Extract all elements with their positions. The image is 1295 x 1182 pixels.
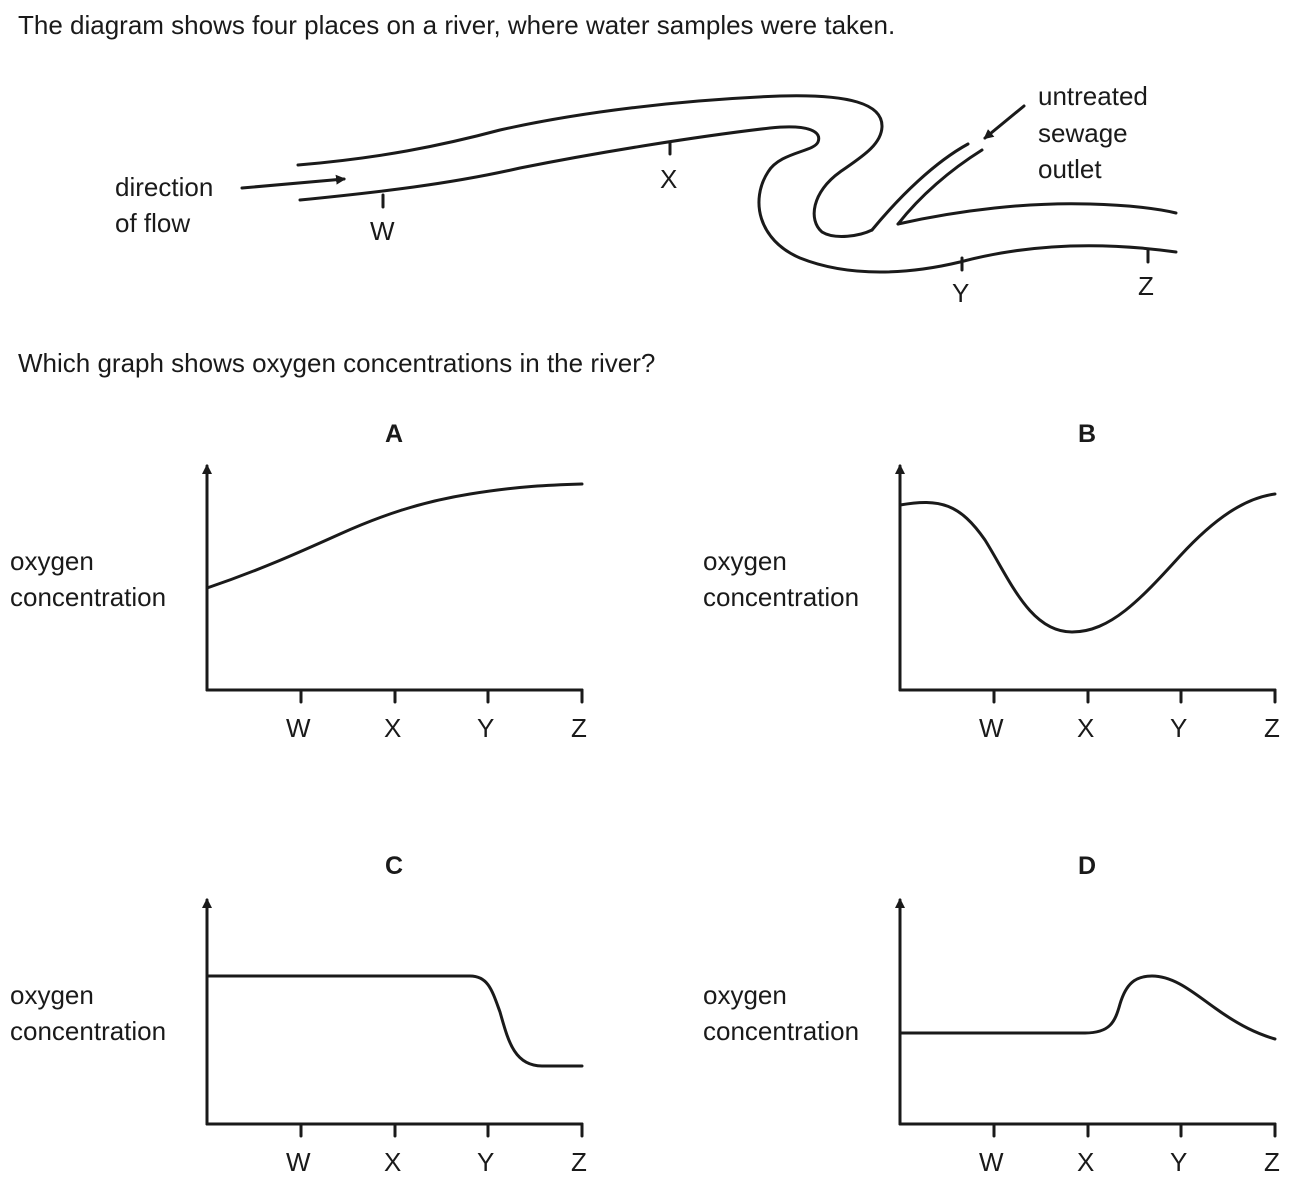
- graph-d-tick-label-y: Y: [1170, 1147, 1187, 1177]
- graph-a-curve: [205, 482, 584, 590]
- sewage-outlet-pipe: [870, 142, 970, 232]
- river-lower-bank: [298, 125, 1178, 274]
- graph-c-ylabel-line2: concentration: [10, 1016, 166, 1046]
- graph-a-ylabel-line1: oxygen: [10, 546, 94, 576]
- river-diagram: direction of flow untreated sewage outle…: [115, 81, 1178, 308]
- outlet-label-line3: outlet: [1038, 154, 1102, 184]
- graph-d: D oxygen concentration W X Y Z: [703, 852, 1280, 1177]
- flow-label-line2: of flow: [115, 208, 190, 238]
- graph-a-tick-label-x: X: [384, 713, 401, 743]
- graph-b: B oxygen concentration W X Y Z: [703, 420, 1280, 743]
- site-w-label: W: [370, 216, 395, 246]
- graph-a-tick-label-z: Z: [571, 713, 587, 743]
- graph-d-tick-label-x: X: [1077, 1147, 1094, 1177]
- site-y-label: Y: [952, 278, 969, 308]
- graph-c-curve: [205, 974, 584, 1068]
- flow-label-line1: direction: [115, 172, 213, 202]
- graph-b-ylabel-line1: oxygen: [703, 546, 787, 576]
- graph-a-tick-label-y: Y: [477, 713, 494, 743]
- graph-d-ylabel-line2: concentration: [703, 1016, 859, 1046]
- graph-d-tick-label-w: W: [979, 1147, 1004, 1177]
- graph-b-tick-label-x: X: [1077, 713, 1094, 743]
- graph-c-tick-label-w: W: [286, 1147, 311, 1177]
- outlet-label-line2: sewage: [1038, 118, 1128, 148]
- graph-c-tick-label-z: Z: [571, 1147, 587, 1177]
- graph-a-tick-label-w: W: [286, 713, 311, 743]
- graph-b-tick-label-w: W: [979, 713, 1004, 743]
- outlet-arrow: [983, 104, 1026, 140]
- graph-d-curve: [898, 974, 1277, 1041]
- graph-c-option-label: C: [385, 852, 403, 880]
- graph-c: C oxygen concentration W X Y Z: [10, 852, 587, 1177]
- graph-d-tick-label-z: Z: [1264, 1147, 1280, 1177]
- graph-b-tick-label-y: Y: [1170, 713, 1187, 743]
- outlet-label-line1: untreated: [1038, 81, 1148, 111]
- intro-text: The diagram shows four places on a river…: [18, 10, 896, 40]
- graph-b-tick-label-z: Z: [1264, 713, 1280, 743]
- site-x-label: X: [660, 164, 677, 194]
- graph-d-option-label: D: [1078, 852, 1096, 880]
- sewage-outlet-pipe-inner: [896, 148, 984, 226]
- graph-b-ylabel-line2: concentration: [703, 582, 859, 612]
- question-text: Which graph shows oxygen concentrations …: [18, 348, 656, 378]
- graph-b-curve: [898, 492, 1277, 634]
- graph-a-option-label: A: [385, 420, 403, 448]
- graph-c-tick-label-y: Y: [477, 1147, 494, 1177]
- graph-a: A oxygen concentration W X Y Z: [10, 420, 587, 743]
- site-z-label: Z: [1138, 271, 1154, 301]
- river-right-upper-bank: [896, 202, 1178, 226]
- graph-d-ylabel-line1: oxygen: [703, 980, 787, 1010]
- graph-a-ylabel-line2: concentration: [10, 582, 166, 612]
- graph-c-tick-label-x: X: [384, 1147, 401, 1177]
- graph-b-option-label: B: [1078, 420, 1096, 448]
- graph-c-ylabel-line1: oxygen: [10, 980, 94, 1010]
- river-upper-bank: [296, 94, 884, 238]
- flow-arrow: [240, 174, 346, 190]
